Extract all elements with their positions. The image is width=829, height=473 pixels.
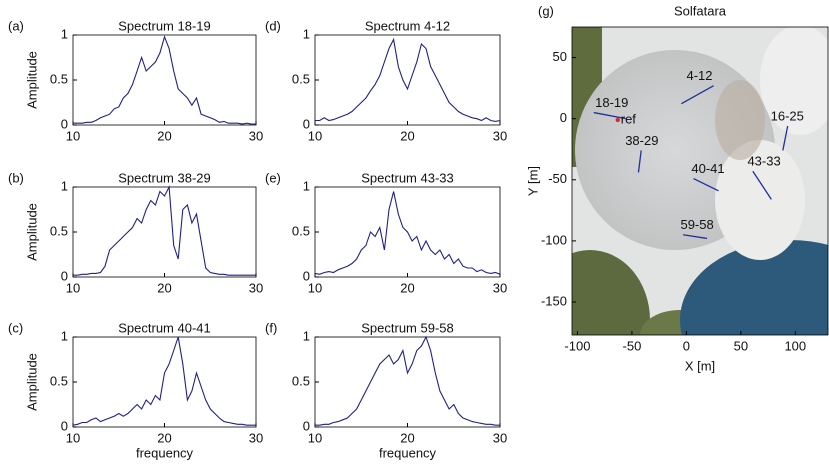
- profile-line: [637, 150, 642, 173]
- panel-label: (b): [8, 170, 24, 185]
- axes-box: [314, 34, 501, 126]
- y-tick-label: 1: [303, 26, 310, 41]
- y-tick-label: -150: [541, 293, 567, 308]
- profile-line: [683, 234, 708, 240]
- panel-label: (c): [8, 320, 23, 335]
- profile-label: 4-12: [686, 68, 712, 83]
- axes-box: [72, 186, 257, 278]
- profile-line: [693, 177, 719, 192]
- y-tick-label: 0: [303, 268, 310, 283]
- axes-box: [314, 336, 501, 428]
- axes-box: [72, 34, 257, 126]
- panel-title: Spectrum 4-12: [365, 18, 450, 33]
- y-tick-label: 0.5: [50, 71, 68, 86]
- y-tick-label: -100: [541, 232, 567, 247]
- panel-title: Spectrum 18-19: [118, 18, 211, 33]
- y-axis-label: Y [m]: [525, 166, 540, 196]
- x-tick-label: 10: [66, 280, 80, 295]
- x-tick-label: 10: [308, 128, 322, 143]
- spectrum-line: [73, 35, 256, 125]
- x-tick-label: 0: [683, 338, 690, 353]
- x-tick-label: 30: [249, 430, 263, 445]
- x-axis-label: frequency: [379, 445, 437, 460]
- profile-line: [752, 170, 772, 200]
- axes-box: [72, 336, 257, 428]
- panel-label: (d): [265, 18, 281, 33]
- y-tick-label: 1: [61, 178, 68, 193]
- y-tick-label: 0: [303, 418, 310, 433]
- y-tick-label: 1: [303, 178, 310, 193]
- x-tick-label: -100: [564, 338, 590, 353]
- ref-point: [615, 117, 620, 123]
- x-tick-label: 20: [400, 430, 414, 445]
- panel-title: Solfatara: [674, 3, 727, 18]
- profile-line: [681, 85, 714, 105]
- y-tick-label: 0.5: [50, 373, 68, 388]
- x-tick-label: 30: [493, 128, 507, 143]
- x-axis-label: X [m]: [685, 358, 715, 373]
- y-tick-label: 1: [61, 26, 68, 41]
- profile-label: 43-33: [747, 154, 780, 169]
- ref-label: ref: [621, 111, 637, 126]
- x-tick-label: 30: [249, 280, 263, 295]
- profile-label: 40-41: [691, 161, 724, 176]
- x-tick-label: 10: [66, 128, 80, 143]
- profile-line: [593, 111, 626, 120]
- y-tick-label: 1: [303, 328, 310, 343]
- y-tick-label: 0.5: [292, 373, 310, 388]
- x-tick-label: 30: [493, 430, 507, 445]
- profile-label: 59-58: [680, 217, 713, 232]
- profile-label: 38-29: [625, 133, 658, 148]
- x-tick-label: 20: [157, 430, 171, 445]
- y-tick-label: 0: [303, 116, 310, 131]
- y-axis-label: Amplitude: [24, 203, 39, 261]
- panel-title: Spectrum 38-29: [118, 170, 211, 185]
- y-tick-label: 0: [560, 110, 567, 125]
- panel-title: Spectrum 43-33: [361, 170, 454, 185]
- spectrum-line: [315, 37, 501, 122]
- spectrum-line: [73, 185, 256, 276]
- x-tick-label: 10: [308, 280, 322, 295]
- x-tick-label: 30: [493, 280, 507, 295]
- y-axis-label: Amplitude: [24, 51, 39, 109]
- y-tick-label: 50: [553, 49, 567, 64]
- profile-label: 16-25: [771, 108, 804, 123]
- x-tick-label: 20: [157, 128, 171, 143]
- panel-label: (a): [8, 18, 24, 33]
- x-tick-label: 10: [308, 430, 322, 445]
- panel-title: Spectrum 40-41: [118, 320, 211, 335]
- x-tick-label: 20: [400, 128, 414, 143]
- y-tick-label: 0.5: [292, 223, 310, 238]
- y-tick-label: 0: [61, 268, 68, 283]
- panel-label: (e): [265, 170, 281, 185]
- y-tick-label: 1: [61, 328, 68, 343]
- x-tick-label: 30: [249, 128, 263, 143]
- profile-label: 18-19: [595, 95, 628, 110]
- profile-line: [782, 125, 789, 151]
- spectrum-line: [315, 335, 500, 426]
- y-tick-label: 0: [61, 418, 68, 433]
- x-tick-label: 20: [400, 280, 414, 295]
- panel-label: (g): [538, 3, 554, 18]
- panel-label: (f): [265, 320, 277, 335]
- spectrum-line: [72, 336, 256, 426]
- map-image: [572, 27, 828, 335]
- panel-title: Spectrum 59-58: [361, 320, 454, 335]
- x-axis-label: frequency: [136, 445, 194, 460]
- y-tick-label: 0.5: [292, 71, 310, 86]
- x-tick-label: 100: [784, 338, 806, 353]
- y-axis-label: Amplitude: [24, 353, 39, 411]
- axes-box: [571, 26, 829, 336]
- y-tick-label: -50: [548, 171, 567, 186]
- y-tick-label: 0.5: [50, 223, 68, 238]
- spectrum-line: [314, 191, 501, 275]
- y-tick-label: 0: [61, 116, 68, 131]
- x-tick-label: 10: [66, 430, 80, 445]
- x-tick-label: 50: [734, 338, 748, 353]
- x-tick-label: 20: [157, 280, 171, 295]
- x-tick-label: -50: [623, 338, 642, 353]
